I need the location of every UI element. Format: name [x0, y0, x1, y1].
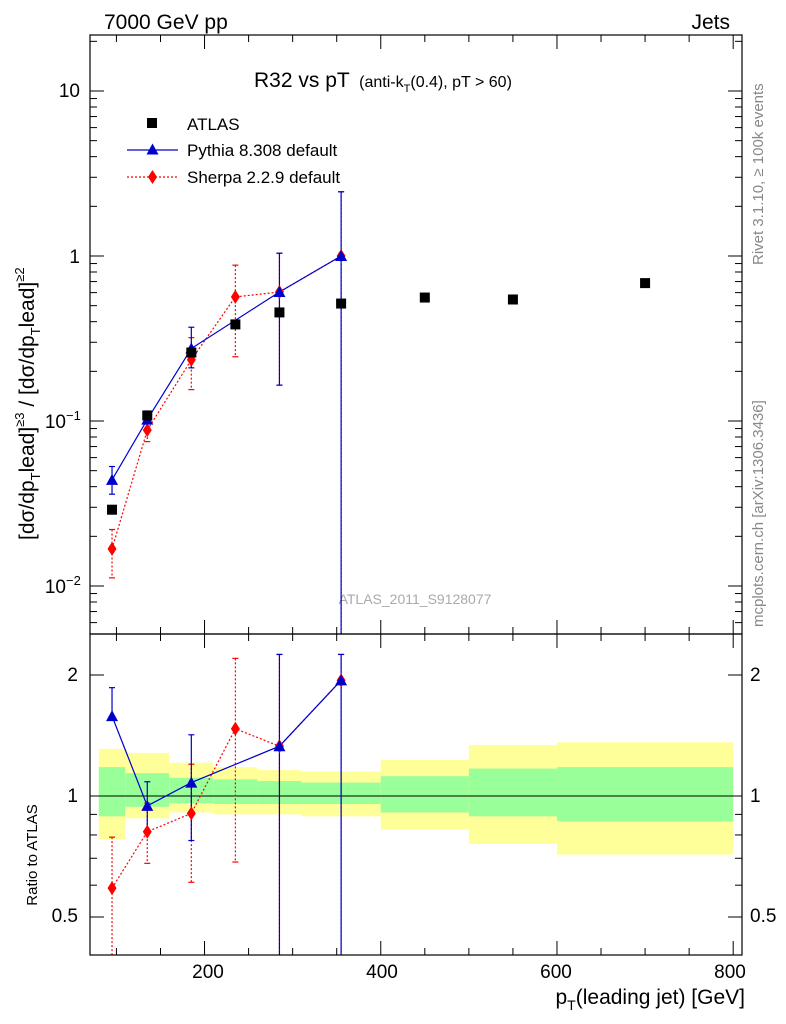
pythia-ratio-point: [273, 740, 286, 752]
chart-title: R32 vs pT (anti-kT(0.4), pT > 60): [254, 69, 512, 95]
pythia-ratio-point: [335, 674, 348, 686]
sherpa-ratio-point: [142, 824, 152, 839]
sherpa-ratio-point: [230, 721, 240, 736]
sherpa-point: [107, 541, 117, 556]
band-inner: [556, 767, 734, 822]
top-y-tick-label: 10: [45, 412, 66, 433]
band-inner: [98, 767, 126, 817]
pythia-point: [106, 473, 119, 485]
atlas-point: [507, 294, 518, 305]
x-axis-label: pT(leading jet) [GeV]: [555, 986, 745, 1013]
x-tick-label: 800: [714, 962, 746, 983]
ratio-uncertainty-bands: [98, 742, 734, 855]
legend-marker-pythia: [146, 143, 159, 155]
header-right: Jets: [691, 11, 730, 34]
atlas-point: [274, 307, 285, 318]
legend: ATLAS Pythia 8.308 default Sherpa 2.2.9 …: [127, 115, 340, 187]
pythia-ratio-point: [185, 776, 198, 788]
ratio-y-tick-label: 1: [67, 786, 78, 807]
analysis-watermark: ATLAS_2011_S9128077: [339, 591, 492, 607]
legend-label-pythia: Pythia 8.308 default: [187, 141, 338, 160]
chart-title-sub: (anti-k: [359, 74, 404, 91]
ratio-panel-frame: [89, 633, 743, 956]
top-y-tick-exponent: −1: [66, 408, 81, 423]
pythia-point: [273, 286, 286, 298]
top-y-tick-label: 10: [59, 81, 80, 102]
atlas-point: [186, 347, 197, 358]
main-panel-content: [106, 191, 651, 634]
ratio-panel-content: [90, 653, 742, 955]
legend-label-sherpa: Sherpa 2.2.9 default: [187, 168, 340, 187]
ratio-y-tick-label-right: 2: [750, 665, 761, 686]
legend-marker-atlas: [147, 118, 157, 128]
atlas-point: [230, 319, 241, 330]
ratio-y-tick-label-right: 1: [750, 786, 761, 807]
chart-title-main: R32 vs pT: [254, 69, 350, 92]
legend-marker-sherpa: [148, 170, 157, 184]
atlas-point: [419, 292, 430, 303]
atlas-point: [336, 298, 347, 309]
pythia-ratio-point: [106, 710, 119, 722]
ratio-y-tick-label-right: 0.5: [750, 906, 776, 927]
pythia-point: [335, 250, 348, 261]
top-y-tick-exponent: −2: [66, 573, 81, 588]
sherpa-point: [142, 423, 152, 438]
top-y-tick-label: 10: [45, 577, 66, 598]
chart-title-sub-rest: (0.4), pT > 60): [410, 74, 512, 91]
atlas-point: [640, 278, 651, 289]
x-tick-label: 400: [366, 962, 398, 983]
top-y-axis-label: [dσ/dpTlead]≥3 / [dσ/dpTlead]≥2: [12, 267, 43, 540]
x-tick-label: 200: [192, 962, 224, 983]
top-y-tick-label: 1: [69, 247, 80, 268]
mcplots-label: mcplots.cern.ch [arXiv:1306.3436]: [750, 400, 767, 627]
axes-frames: [89, 34, 743, 956]
legend-label-atlas: ATLAS: [187, 115, 240, 134]
band-inner: [380, 776, 469, 813]
sherpa-ratio-point: [107, 881, 117, 896]
sherpa-point: [230, 289, 240, 304]
sherpa-line: [111, 255, 342, 549]
pythia-line: [111, 255, 342, 481]
x-tick-label: 600: [540, 962, 572, 983]
ratio-y-axis-label: Ratio to ATLAS: [24, 804, 41, 905]
band-inner: [468, 768, 557, 817]
header-left: 7000 GeV pp: [104, 11, 228, 34]
ratio-y-tick-label: 2: [67, 665, 78, 686]
pythia-ratio-point: [141, 799, 154, 811]
rivet-label: Rivet 3.1.10, ≥ 100k events: [750, 83, 767, 265]
sherpa-ratio-point: [186, 806, 196, 821]
chart-title-sub-index: T: [404, 83, 411, 95]
atlas-point: [107, 504, 118, 515]
ratio-y-tick-label: 0.5: [52, 906, 78, 927]
atlas-point: [142, 410, 153, 421]
